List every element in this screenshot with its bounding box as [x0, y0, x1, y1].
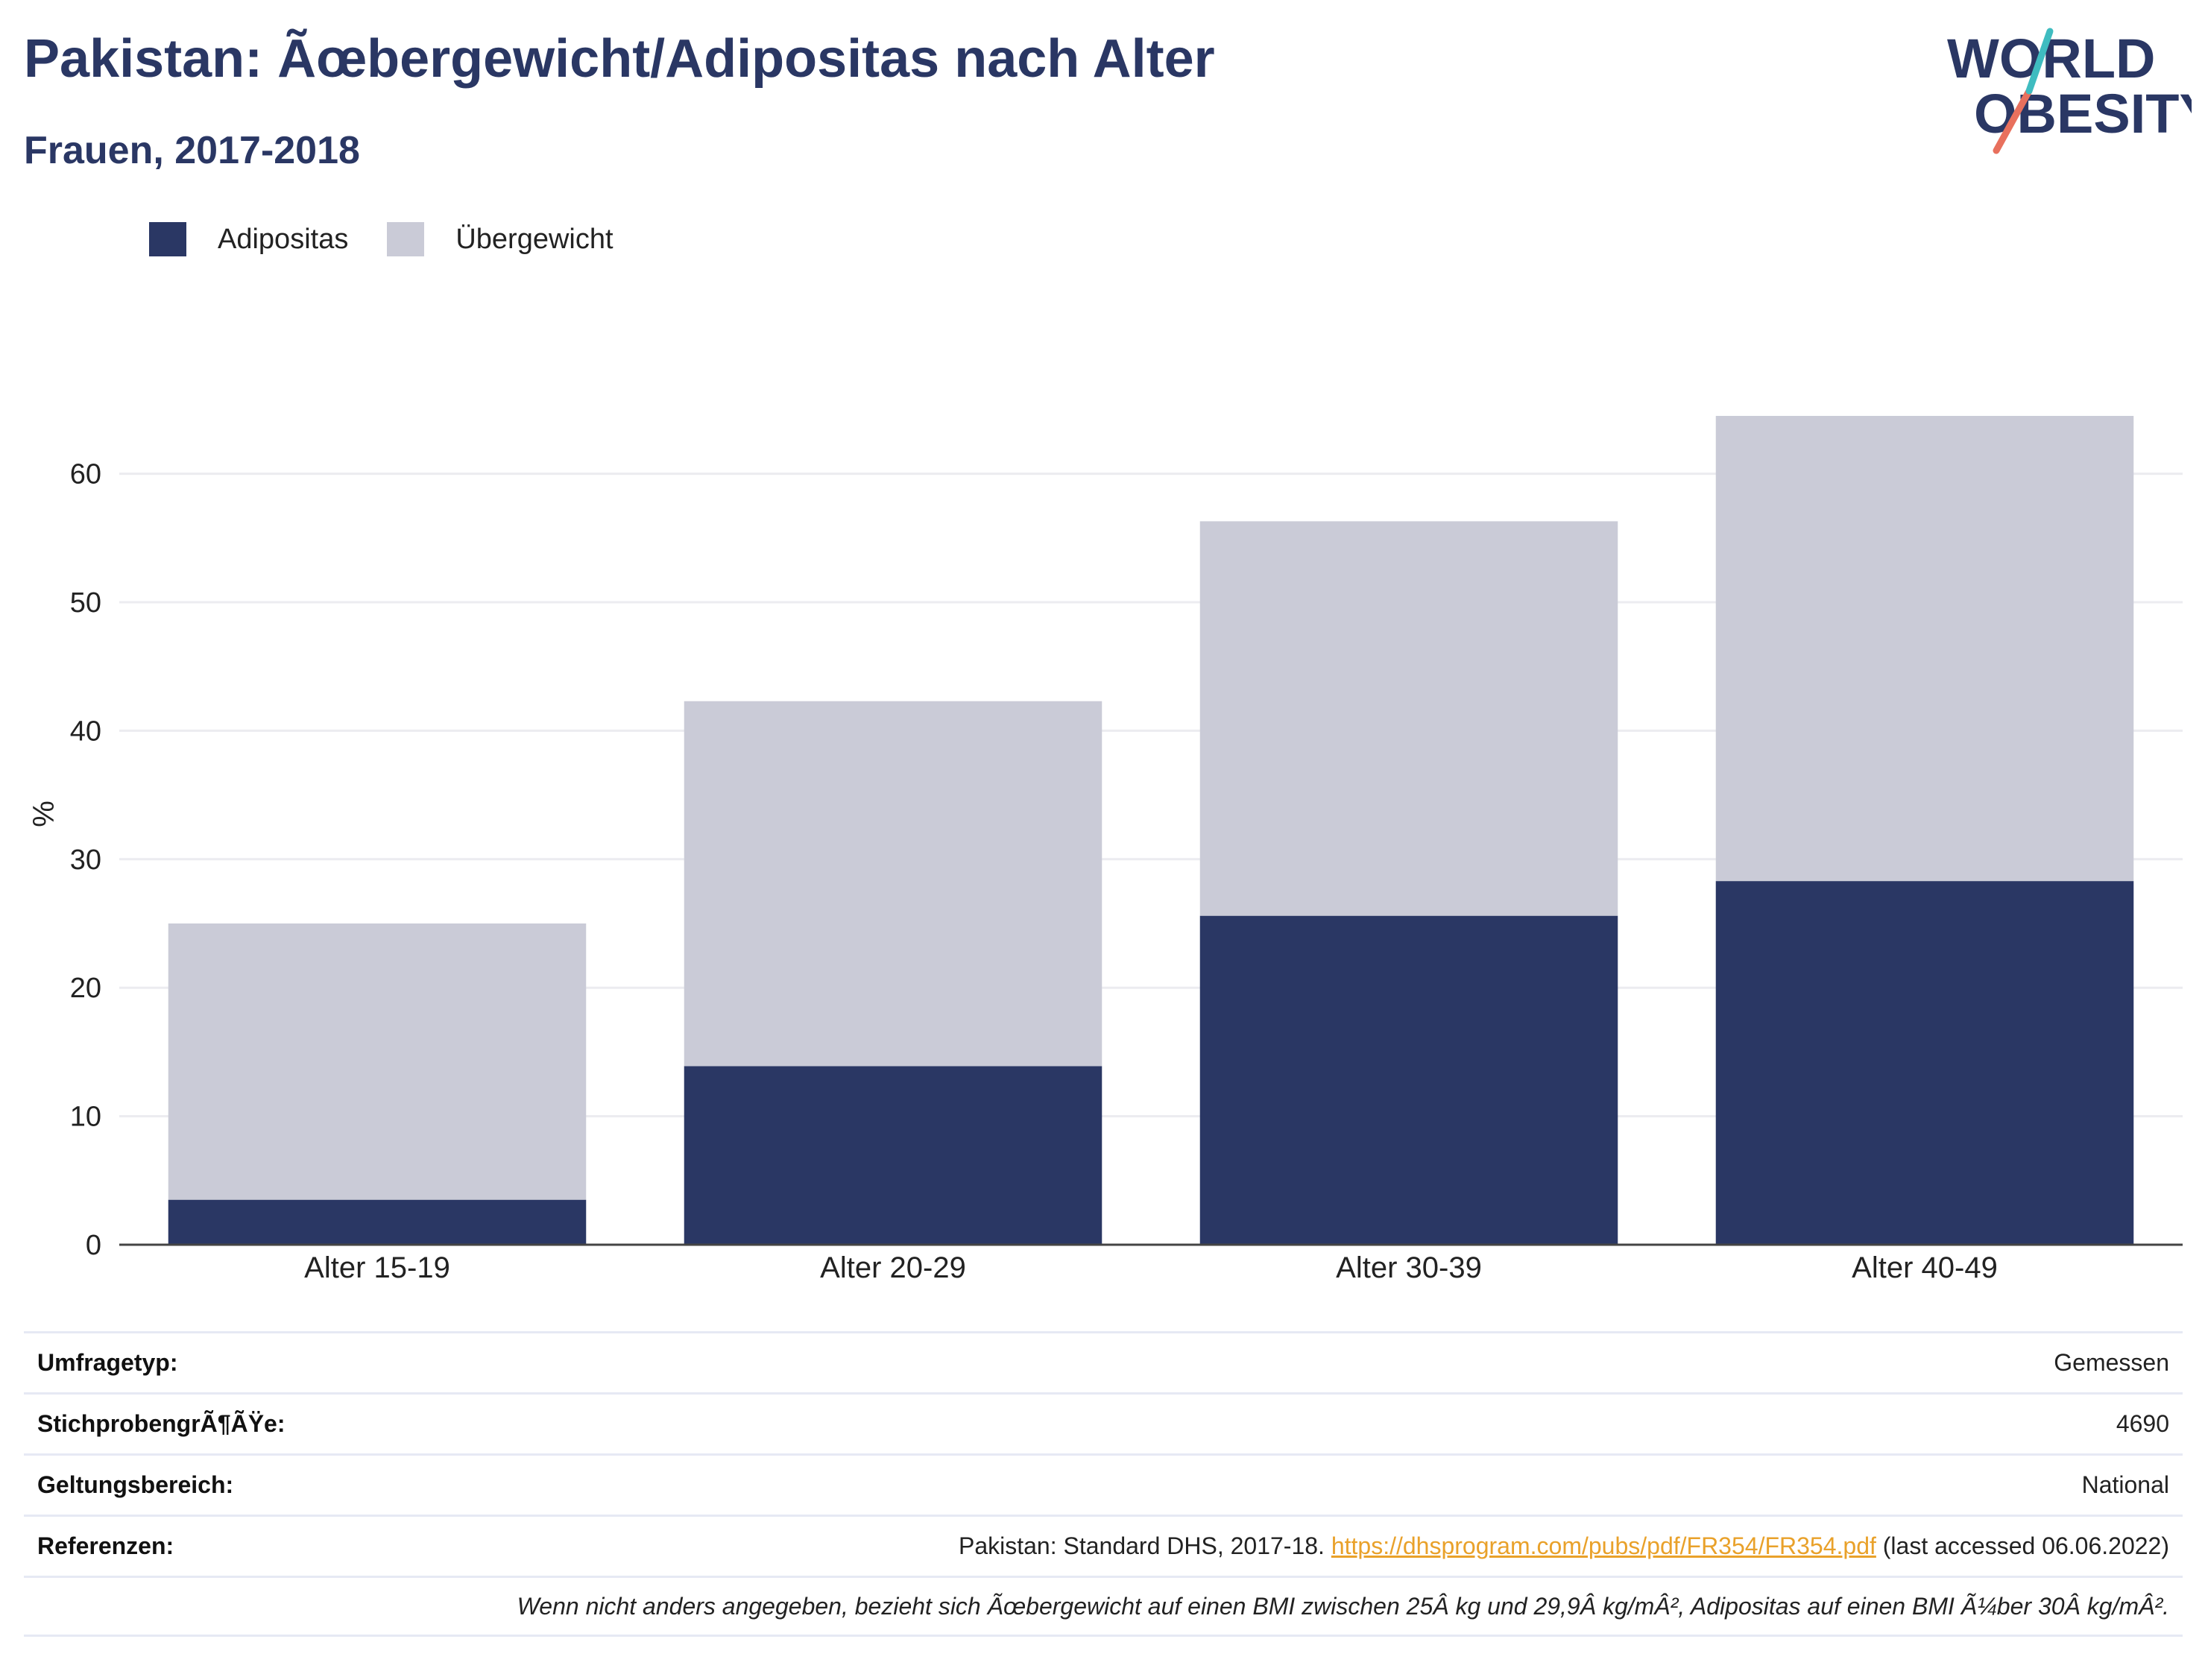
bar-adipositas[interactable] [168, 1199, 587, 1245]
info-value: National [2081, 1471, 2169, 1498]
reference-link[interactable]: https://dhsprogram.com/pubs/pdf/FR354/FR… [1331, 1532, 1876, 1559]
bar-uebergewicht[interactable] [684, 701, 1102, 1067]
info-row-sample-size: StichprobengrÃ¶ÃŸe: 4690 [24, 1392, 2183, 1453]
y-tick-label: 0 [86, 1230, 101, 1261]
legend-item-uebergewicht[interactable]: Übergewicht [387, 222, 613, 256]
world-obesity-logo: WORLD OBESITY [1947, 28, 2192, 154]
legend-swatch-uebergewicht [387, 222, 425, 256]
y-axis-ticks: 0 10 20 30 40 50 60 [70, 459, 101, 1261]
bar-adipositas[interactable] [684, 1066, 1102, 1245]
bar-adipositas[interactable] [1715, 881, 2134, 1245]
bar-uebergewicht[interactable] [1715, 416, 2134, 882]
x-category-label: Alter 30-39 [1336, 1251, 1482, 1284]
info-value: 4690 [2116, 1410, 2169, 1437]
x-category-label: Alter 20-29 [820, 1251, 966, 1284]
info-key: StichprobengrÃ¶ÃŸe: [37, 1410, 286, 1437]
y-tick-label: 50 [70, 587, 101, 619]
legend-item-adipositas[interactable]: Adipositas [149, 222, 348, 256]
definition-note: Wenn nicht anders angegeben, bezieht sic… [24, 1576, 2183, 1637]
logo-text-obesity: OBESITY [1974, 83, 2192, 145]
info-key: Geltungsbereich: [37, 1471, 234, 1498]
reference-value: Pakistan: Standard DHS, 2017-18. https:/… [959, 1532, 2169, 1560]
definition-note-text: Wenn nicht anders angegeben, bezieht sic… [517, 1592, 2169, 1620]
survey-info-table: Umfragetyp: Gemessen StichprobengrÃ¶ÃŸe:… [24, 1331, 2183, 1637]
reference-suffix: (last accessed 06.06.2022) [1882, 1532, 2169, 1559]
legend-label-uebergewicht: Übergewicht [455, 223, 613, 255]
y-tick-label: 10 [70, 1102, 101, 1133]
logo-text-world: WORLD [1947, 28, 2156, 89]
bar-uebergewicht[interactable] [168, 923, 587, 1200]
info-value: Gemessen [2054, 1349, 2169, 1376]
chart-subtitle: Frauen, 2017-2018 [24, 129, 360, 172]
y-tick-label: 40 [70, 716, 101, 747]
x-category-label: Alter 15-19 [304, 1251, 450, 1284]
y-tick-label: 60 [70, 459, 101, 490]
y-axis-title: % [28, 800, 60, 827]
info-row-survey-type: Umfragetyp: Gemessen [24, 1331, 2183, 1392]
bars [168, 416, 2134, 1245]
y-tick-label: 30 [70, 844, 101, 876]
info-row-references: Referenzen: Pakistan: Standard DHS, 2017… [24, 1515, 2183, 1576]
info-key: Umfragetyp: [37, 1349, 178, 1376]
legend-swatch-adipositas [149, 222, 186, 256]
bar-adipositas[interactable] [1199, 915, 1618, 1245]
x-axis-labels: Alter 15-19 Alter 20-29 Alter 30-39 Alter 4… [304, 1251, 1998, 1284]
info-key: Referenzen: [37, 1532, 174, 1559]
chart-title: Pakistan: Ãœbergewicht/Adipositas nach A… [24, 29, 1215, 89]
chart-legend: Adipositas Übergewicht [149, 222, 652, 256]
bar-uebergewicht[interactable] [1199, 521, 1618, 916]
legend-label-adipositas: Adipositas [218, 223, 349, 255]
y-tick-label: 20 [70, 973, 101, 1004]
info-row-scope: Geltungsbereich: National [24, 1453, 2183, 1515]
reference-prefix: Pakistan: Standard DHS, 2017-18. [958, 1532, 1325, 1559]
x-category-label: Alter 40-49 [1852, 1251, 1998, 1284]
